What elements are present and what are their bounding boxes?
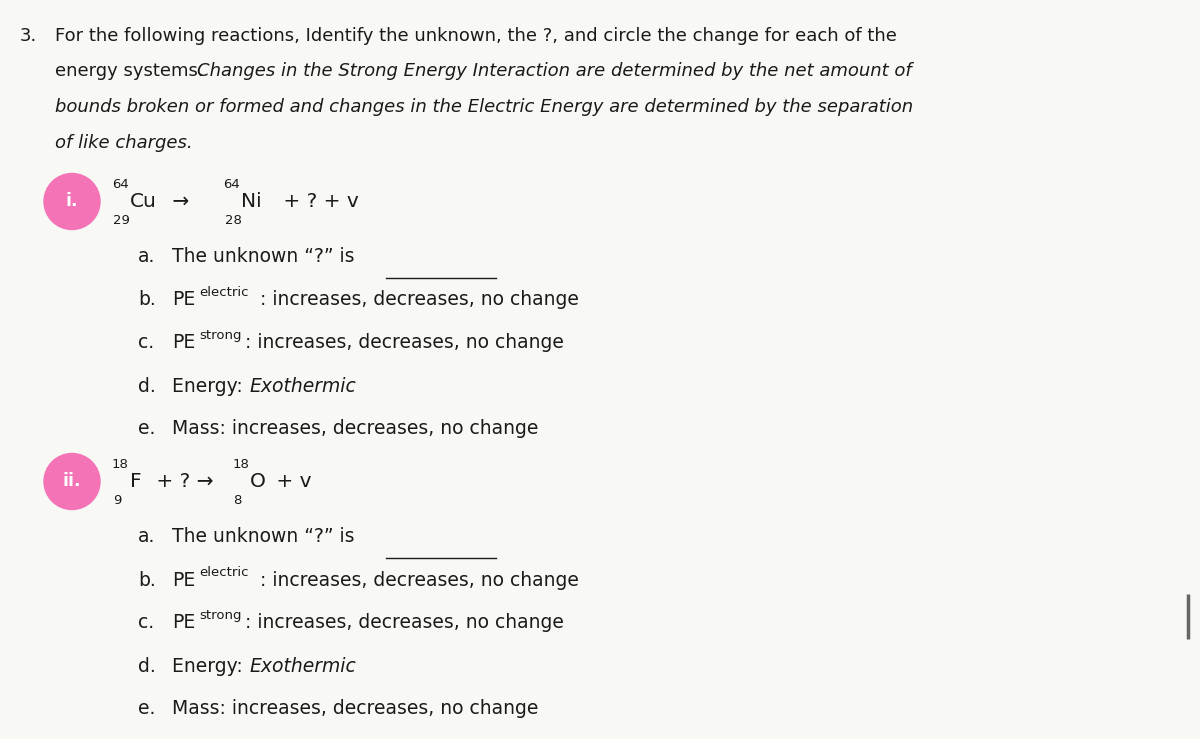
Text: O: O [250, 472, 265, 491]
Text: d.: d. [138, 376, 156, 395]
Text: electric: electric [199, 287, 248, 299]
Text: + v: + v [270, 472, 312, 491]
Text: →: → [166, 192, 196, 211]
Circle shape [44, 454, 100, 509]
Text: : increases, decreases, no change: : increases, decreases, no change [245, 613, 564, 633]
Text: PE: PE [172, 333, 196, 353]
Text: PE: PE [172, 613, 196, 633]
Text: PE: PE [172, 290, 196, 310]
Text: of like charges.: of like charges. [55, 134, 193, 151]
Text: electric: electric [199, 567, 248, 579]
Text: energy systems.: energy systems. [55, 63, 215, 81]
Text: bounds broken or formed and changes in the Electric Energy are determined by the: bounds broken or formed and changes in t… [55, 98, 913, 116]
Text: 8: 8 [233, 494, 241, 508]
Text: strong: strong [199, 330, 241, 342]
Text: 28: 28 [224, 214, 241, 228]
Text: Ni: Ni [241, 192, 262, 211]
Text: Energy:: Energy: [172, 376, 248, 395]
Text: a.: a. [138, 528, 155, 547]
Text: 64: 64 [223, 179, 240, 191]
Text: 9: 9 [113, 494, 121, 508]
Text: + ? + v: + ? + v [277, 192, 359, 211]
Circle shape [44, 174, 100, 230]
Text: The unknown “?” is: The unknown “?” is [172, 248, 360, 267]
Text: + ? →: + ? → [150, 472, 227, 491]
Text: strong: strong [199, 610, 241, 622]
Text: 3.: 3. [20, 27, 37, 45]
Text: Exothermic: Exothermic [250, 656, 356, 675]
Text: : increases, decreases, no change: : increases, decreases, no change [260, 290, 578, 310]
Text: Cu: Cu [130, 192, 156, 211]
Text: e.: e. [138, 700, 155, 718]
Text: Energy:: Energy: [172, 656, 248, 675]
Text: d.: d. [138, 656, 156, 675]
Text: 64: 64 [112, 179, 128, 191]
Text: Exothermic: Exothermic [250, 376, 356, 395]
Text: Mass: increases, decreases, no change: Mass: increases, decreases, no change [172, 420, 539, 438]
Text: F: F [130, 472, 142, 491]
Text: The unknown “?” is: The unknown “?” is [172, 528, 360, 547]
Text: c.: c. [138, 333, 154, 353]
Text: ii.: ii. [62, 472, 82, 491]
Text: For the following reactions, Identify the unknown, the ?, and circle the change : For the following reactions, Identify th… [55, 27, 896, 45]
Text: : increases, decreases, no change: : increases, decreases, no change [260, 571, 578, 590]
Text: b.: b. [138, 290, 156, 310]
Text: 18: 18 [232, 458, 248, 471]
Text: Mass: increases, decreases, no change: Mass: increases, decreases, no change [172, 700, 539, 718]
Text: c.: c. [138, 613, 154, 633]
Text: a.: a. [138, 248, 155, 267]
Text: 29: 29 [113, 214, 130, 228]
Text: PE: PE [172, 571, 196, 590]
Text: Changes in the Strong Energy Interaction are determined by the net amount of: Changes in the Strong Energy Interaction… [197, 63, 912, 81]
Text: 18: 18 [112, 458, 128, 471]
Text: e.: e. [138, 420, 155, 438]
Text: i.: i. [66, 192, 78, 211]
Text: b.: b. [138, 571, 156, 590]
Text: : increases, decreases, no change: : increases, decreases, no change [245, 333, 564, 353]
